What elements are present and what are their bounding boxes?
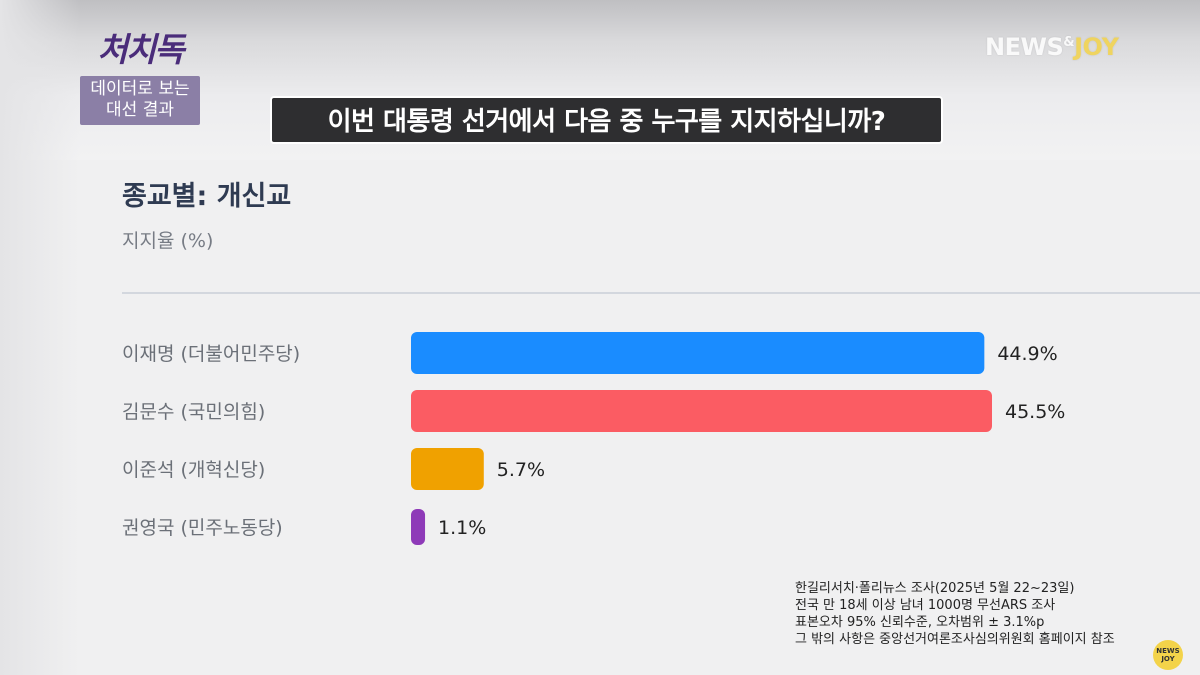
category-label: 김문수 (국민의힘) <box>122 401 265 423</box>
category-label: 이재명 (더불어민주당) <box>122 343 300 365</box>
category-label: 이준석 (개혁신당) <box>122 459 265 481</box>
brand-subtitle: 데이터로 보는 대선 결과 <box>80 76 200 125</box>
bar <box>411 390 992 432</box>
survey-notes: 한길리서치·폴리뉴스 조사(2025년 5월 22~23일) 전국 만 18세 … <box>795 580 1115 648</box>
corner-badge-line2: JOY <box>1161 655 1175 663</box>
channel-logo-joy: JOY <box>1074 33 1119 61</box>
question-caption: 이번 대통령 선거에서 다음 중 누구를 지지하십니까? <box>270 96 943 144</box>
background-side <box>0 0 80 675</box>
survey-note: 전국 만 18세 이상 남녀 1000명 무선ARS 조사 <box>795 598 1056 613</box>
survey-note: 표본오차 95% 신뢰수준, 오차범위 ± 3.1%p <box>795 615 1045 630</box>
value-label: 45.5% <box>1005 401 1065 423</box>
category-label: 권영국 (민주노동당) <box>122 517 283 539</box>
chart-title: 종교별: 개신교 <box>122 181 292 212</box>
channel-logo-amp: & <box>1063 35 1075 50</box>
value-label: 1.1% <box>438 517 486 539</box>
survey-note: 그 밖의 사항은 중앙선거여론조사심의위원회 홈페이지 참조 <box>795 632 1115 647</box>
chart-divider <box>122 292 1200 294</box>
corner-badge-line1: NEWS <box>1156 647 1180 655</box>
brand-block: 처치독 데이터로 보는 대선 결과 <box>80 30 200 125</box>
bar <box>411 509 426 545</box>
channel-logo: NEWS&JOY <box>985 33 1119 61</box>
channel-logo-main: NEWS <box>985 33 1064 61</box>
brand-logo: 처치독 <box>97 30 184 69</box>
bar <box>411 448 484 490</box>
brand-subtitle-line2: 대선 결과 <box>106 100 174 120</box>
survey-note: 한길리서치·폴리뉴스 조사(2025년 5월 22~23일) <box>795 581 1075 596</box>
value-label: 44.9% <box>997 343 1057 365</box>
brand-subtitle-line1: 데이터로 보는 <box>90 79 190 99</box>
corner-logo-badge: NEWS JOY <box>1153 640 1183 670</box>
value-label: 5.7% <box>497 459 545 481</box>
bar <box>411 332 985 374</box>
chart-subtitle: 지지율 (%) <box>122 230 214 252</box>
